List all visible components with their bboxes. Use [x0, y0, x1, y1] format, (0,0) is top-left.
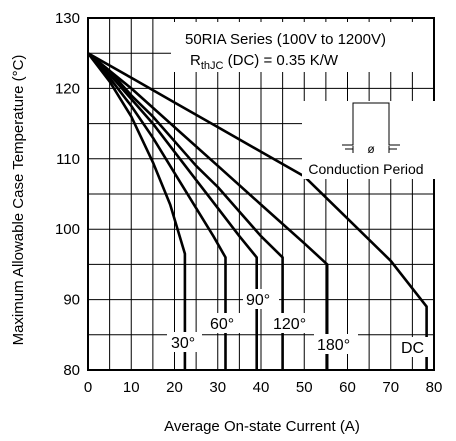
- series-label-60: 60°: [210, 316, 234, 333]
- series-line: [87, 52, 329, 370]
- label-bg-180: [314, 334, 358, 354]
- x-tick-label: 70: [382, 379, 399, 396]
- y-tick-label: 80: [63, 362, 80, 379]
- y-tick-label: 90: [63, 292, 80, 309]
- curves: [86, 52, 428, 370]
- plot-frame: [87, 17, 435, 371]
- x-tick-label: 40: [253, 379, 270, 396]
- series-label-dc: DC: [401, 340, 424, 357]
- label-bg-120: [270, 313, 314, 333]
- label-bg-30: [167, 332, 202, 352]
- series-label-30: 30°: [171, 335, 195, 352]
- series-line: [87, 52, 259, 370]
- x-tick-label: 10: [123, 379, 140, 396]
- conduction-waveform: [342, 102, 400, 153]
- x-axis-label: Average On-state Current (A): [164, 418, 360, 435]
- y-tick-label: 120: [55, 80, 80, 97]
- series-line: [87, 52, 284, 370]
- series-label-180: 180°: [317, 337, 350, 354]
- rth-rest: (DC) = 0.35 K/W: [223, 52, 338, 69]
- x-tick-label: 30: [209, 379, 226, 396]
- conduction-period-label: Conduction Period: [308, 161, 423, 177]
- y-tick-label: 110: [56, 151, 80, 168]
- series-line: [86, 52, 187, 370]
- x-tick-label: 0: [84, 379, 92, 396]
- series-label-90: 90°: [246, 292, 270, 309]
- y-tick-label: 100: [55, 221, 80, 238]
- series-line: [87, 52, 428, 370]
- thermal-resistance-label: RthJC (DC) = 0.35 K/W: [190, 52, 339, 72]
- conduction-angle-symbol: ø: [367, 142, 375, 156]
- label-bg-dc: [398, 337, 428, 357]
- label-bg-60: [207, 313, 243, 333]
- series-title: 50RIA Series (100V to 1200V): [185, 31, 386, 48]
- label-bg-90: [243, 289, 279, 309]
- rth-sub: thJC: [201, 60, 224, 72]
- x-tick-label: 80: [426, 379, 443, 396]
- inset-background: [302, 101, 436, 179]
- rth-main: R: [190, 52, 201, 69]
- series-label-120: 120°: [273, 316, 306, 333]
- x-tick-label: 60: [339, 379, 356, 396]
- y-tick-label: 130: [55, 10, 80, 27]
- x-tick-label: 50: [296, 379, 313, 396]
- tick-labels: 0 10 20 30 40 50 60 70 80 80 90 100 110 120 130: [55, 10, 442, 396]
- y-axis-label: Maximum Allowable Case Temperature (°C): [10, 55, 27, 346]
- series-line: [87, 52, 227, 370]
- x-tick-label: 20: [166, 379, 183, 396]
- annotation-background: [171, 22, 433, 72]
